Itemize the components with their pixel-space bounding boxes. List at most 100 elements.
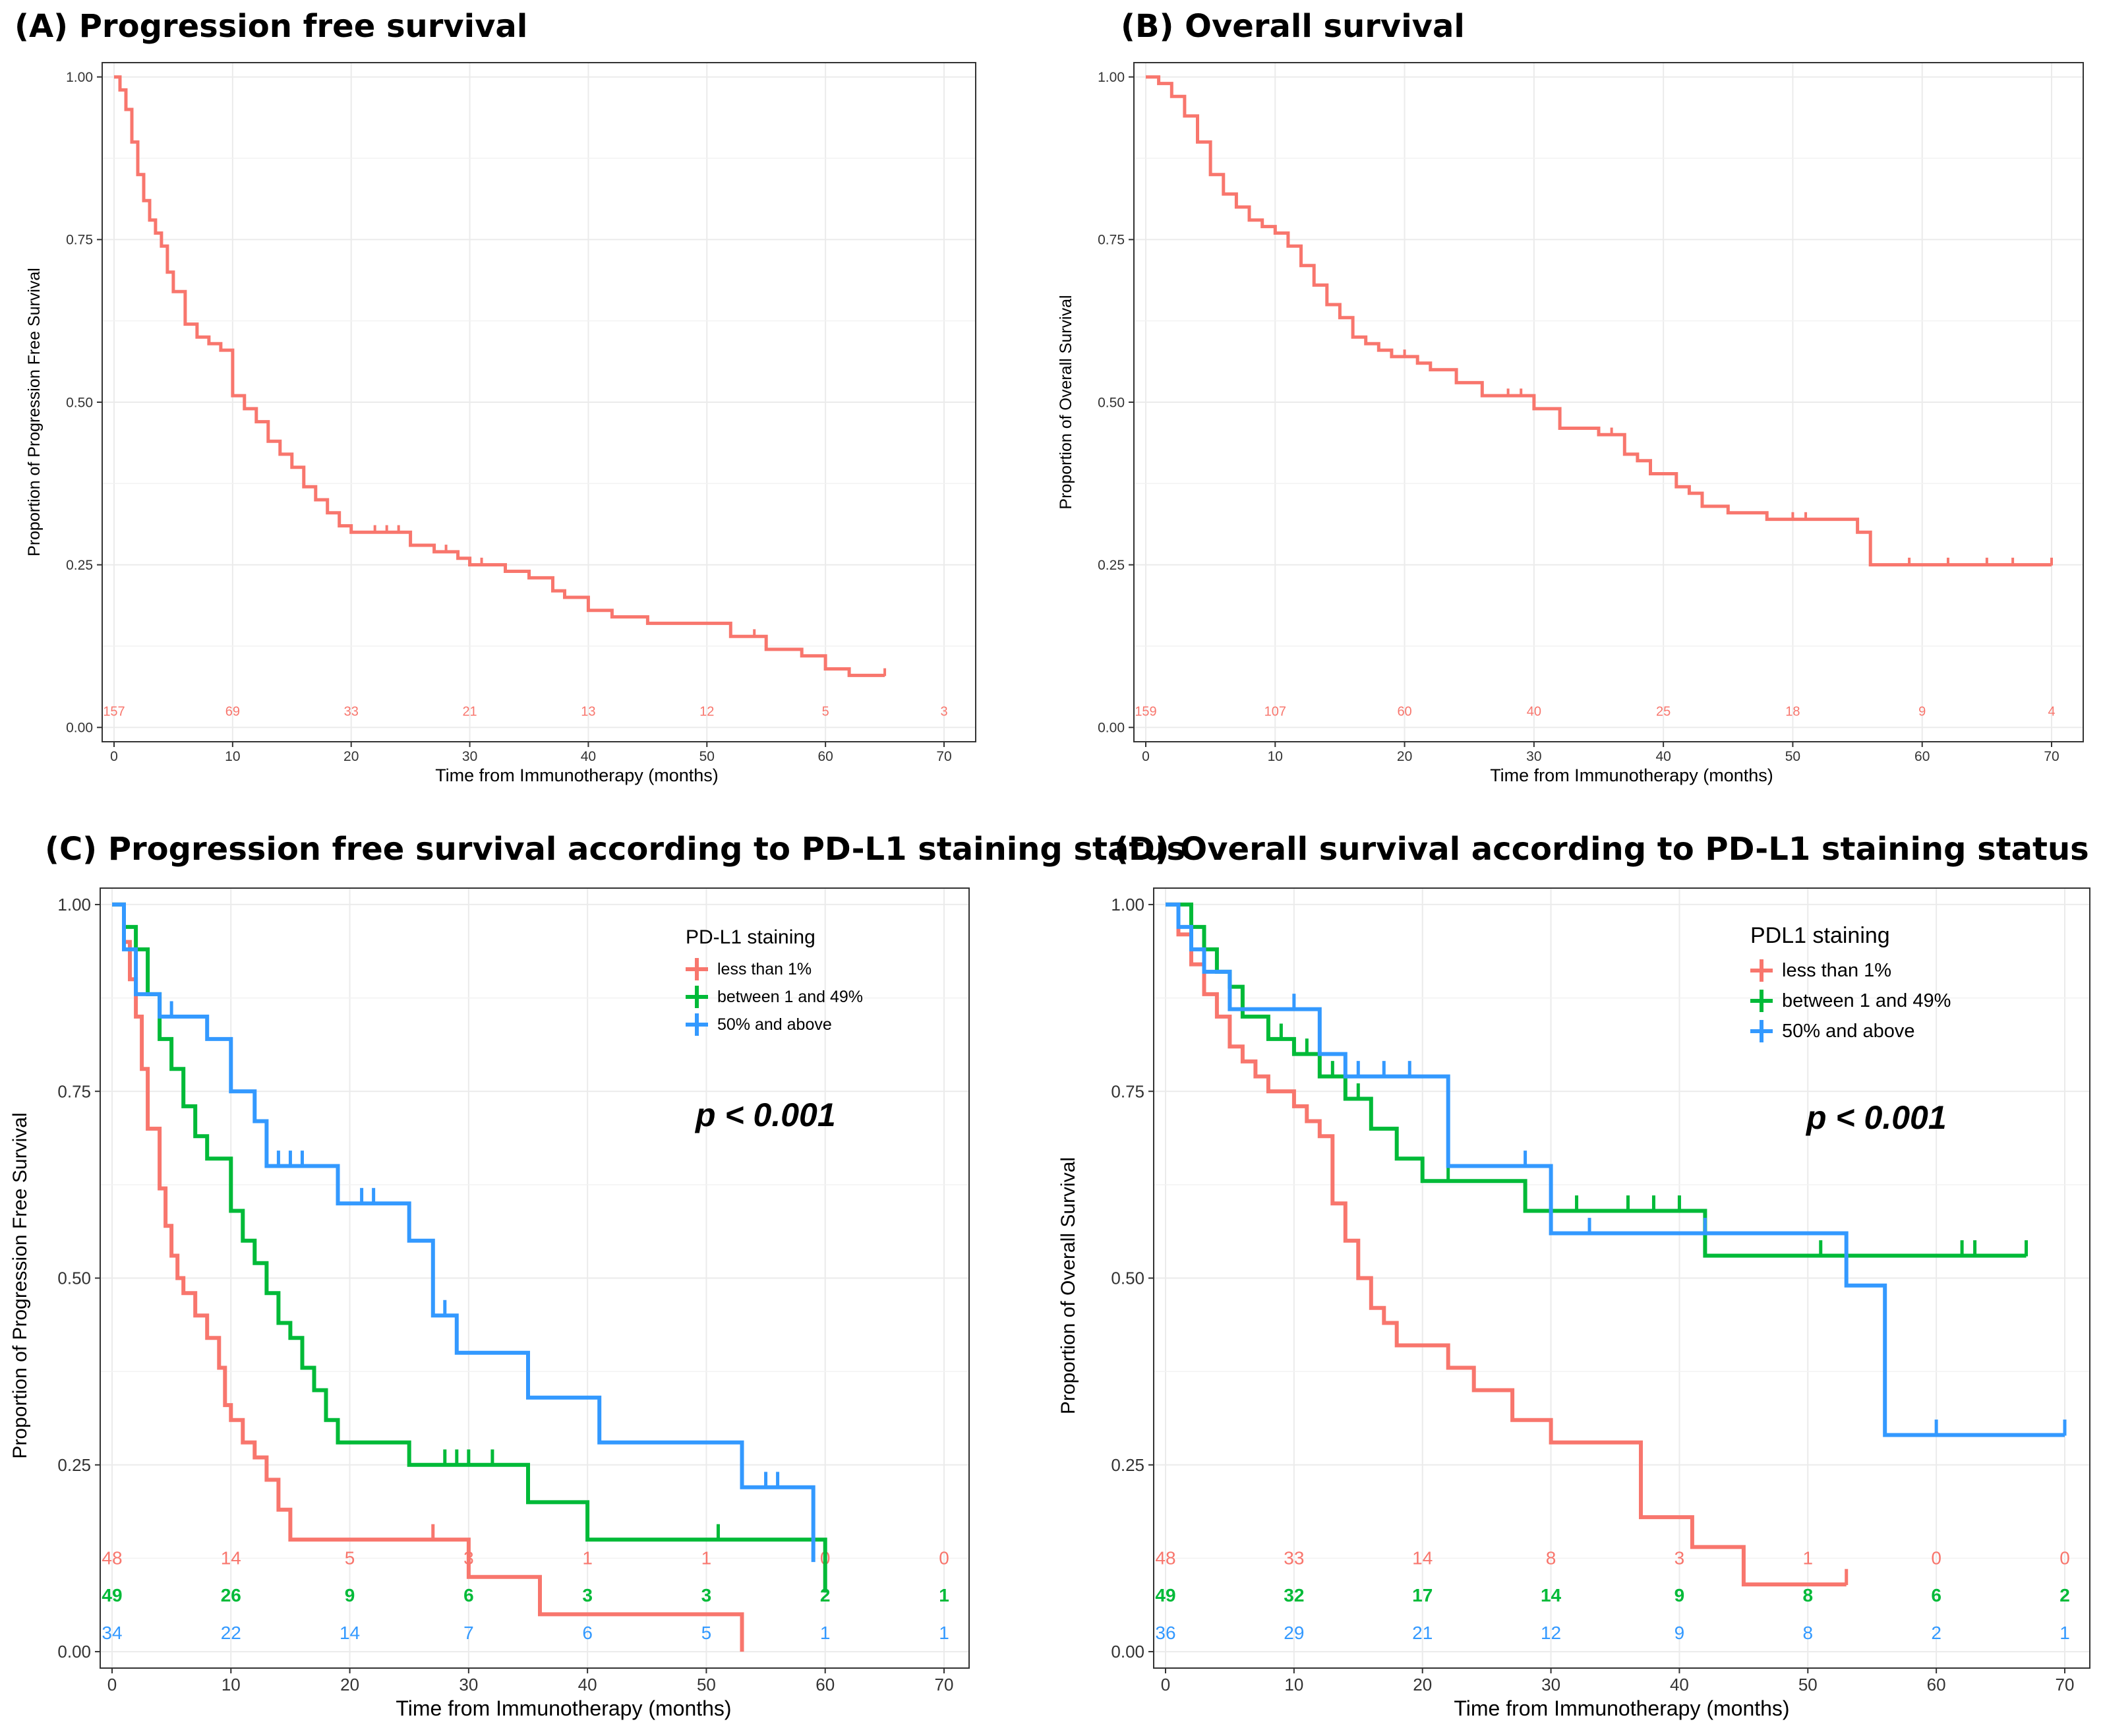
at-risk-count: 26 [221,1585,241,1605]
at-risk-count: 36 [1155,1623,1175,1643]
x-tick-label: 40 [1655,749,1671,764]
at-risk-count: 14 [221,1548,241,1569]
survival-curve-2 [1166,902,2065,1437]
at-risk-count: 3 [463,1548,474,1569]
y-tick-label: 1.00 [1098,70,1125,85]
plus-icon [686,986,708,1008]
y-tick-label: 0.50 [1111,1269,1144,1288]
at-risk-count: 3 [701,1585,712,1605]
at-risk-count: 6 [1931,1585,1941,1605]
x-tick-label: 20 [343,749,359,764]
panel-d-title: (D) Overall survival according to PD-L1 … [1114,831,2089,868]
x-axis-title: Time from Immunotherapy (months) [435,765,719,785]
plus-icon [686,1013,708,1036]
at-risk-count: 4 [2048,705,2055,719]
at-risk-count: 48 [1155,1548,1175,1569]
x-tick-label: 20 [1397,749,1412,764]
x-tick-label: 60 [817,749,833,764]
at-risk-count: 3 [940,705,947,719]
at-risk-count: 9 [1918,705,1926,719]
y-tick-label: 0.50 [1098,395,1125,410]
y-tick-label: 0.50 [57,1269,91,1288]
at-risk-count: 0 [1931,1548,1941,1569]
legend-item-50-above: 50% and above [1750,1016,1951,1046]
legend-label: less than 1% [1782,960,1892,981]
x-tick-label: 50 [1798,1675,1818,1694]
y-tick-label: 0.75 [1098,233,1125,248]
at-risk-count: 0 [939,1548,949,1569]
legend-item-50-above: 50% and above [686,1011,863,1038]
at-risk-count: 107 [1264,705,1286,719]
at-risk-count: 14 [1412,1548,1433,1569]
at-risk-count: 29 [1284,1623,1304,1643]
p-value-panel-c: p < 0.001 [696,1096,836,1133]
at-risk-count: 1 [820,1623,831,1643]
at-risk-count: 1 [701,1548,712,1569]
plus-icon [1750,1020,1773,1042]
legend-item-less-than-1: less than 1% [686,955,863,983]
at-risk-count: 3 [1674,1548,1685,1569]
at-risk-count: 5 [822,705,829,719]
chart-panel-0: 0 10 20 30 40 50 60 70 0.00 0.25 0.50 0.75 1.00 Time … [25,62,976,785]
survival-curve-0 [114,75,885,677]
x-tick-label: 40 [1670,1675,1689,1694]
legend-item-between-1-49: between 1 and 49% [686,983,863,1011]
at-risk-count: 34 [102,1623,122,1643]
at-risk-count: 3 [582,1585,593,1605]
at-risk-count: 17 [1412,1585,1433,1605]
x-tick-label: 30 [1541,1675,1560,1694]
x-tick-label: 60 [1914,749,1930,764]
at-risk-count: 8 [1546,1548,1556,1569]
y-tick-label: 0.75 [1111,1081,1144,1101]
y-axis-title: Proportion of Overall Survival [1057,295,1075,509]
y-tick-label: 0.00 [1098,721,1125,736]
at-risk-count: 14 [1541,1585,1562,1605]
at-risk-count: 21 [462,705,477,719]
x-tick-label: 0 [1142,749,1150,764]
at-risk-count: 18 [1785,705,1800,719]
x-tick-label: 10 [1268,749,1283,764]
at-risk-count: 7 [463,1623,474,1643]
at-risk-count: 5 [345,1548,355,1569]
legend-panel-d: PDL1 staining less than 1% between 1 and… [1750,923,1951,1046]
y-tick-label: 1.00 [1111,895,1144,914]
at-risk-count: 49 [102,1585,122,1605]
at-risk-count: 9 [1674,1585,1685,1605]
x-tick-label: 0 [110,749,118,764]
survival-curve-0 [1166,902,1847,1587]
y-tick-label: 0.00 [1111,1642,1144,1661]
x-tick-label: 10 [225,749,240,764]
chart-panel-1: 0 10 20 30 40 50 60 70 0.00 0.25 0.50 0.75 1.00 Time … [1057,62,2084,785]
survival-curve-0 [112,902,744,1652]
at-risk-count: 159 [1135,705,1156,719]
x-tick-label: 10 [222,1675,241,1694]
at-risk-count: 14 [340,1623,360,1643]
y-tick-label: 0.25 [1111,1455,1144,1475]
x-tick-label: 50 [1785,749,1800,764]
legend-title: PD-L1 staining [686,926,815,948]
y-tick-label: 0.25 [66,558,93,573]
at-risk-count: 8 [1802,1623,1813,1643]
at-risk-count: 48 [102,1548,122,1569]
x-tick-label: 40 [581,749,596,764]
x-tick-label: 10 [1284,1675,1303,1694]
at-risk-count: 0 [2059,1548,2070,1569]
at-risk-count: 157 [103,705,125,719]
x-tick-label: 30 [1526,749,1541,764]
y-tick-label: 1.00 [57,895,91,914]
y-tick-label: 0.50 [66,395,93,410]
plus-icon [686,958,708,980]
x-tick-label: 30 [462,749,477,764]
x-tick-label: 70 [2044,749,2059,764]
at-risk-count: 1 [939,1623,949,1643]
legend-item-less-than-1: less than 1% [1750,955,1951,986]
at-risk-count: 1 [939,1585,949,1605]
legend-label: 50% and above [717,1015,832,1034]
x-tick-label: 20 [340,1675,359,1694]
at-risk-count: 49 [1155,1585,1175,1605]
at-risk-count: 32 [1284,1585,1304,1605]
at-risk-count: 12 [699,705,714,719]
x-tick-label: 50 [697,1675,716,1694]
at-risk-count: 60 [1397,705,1411,719]
